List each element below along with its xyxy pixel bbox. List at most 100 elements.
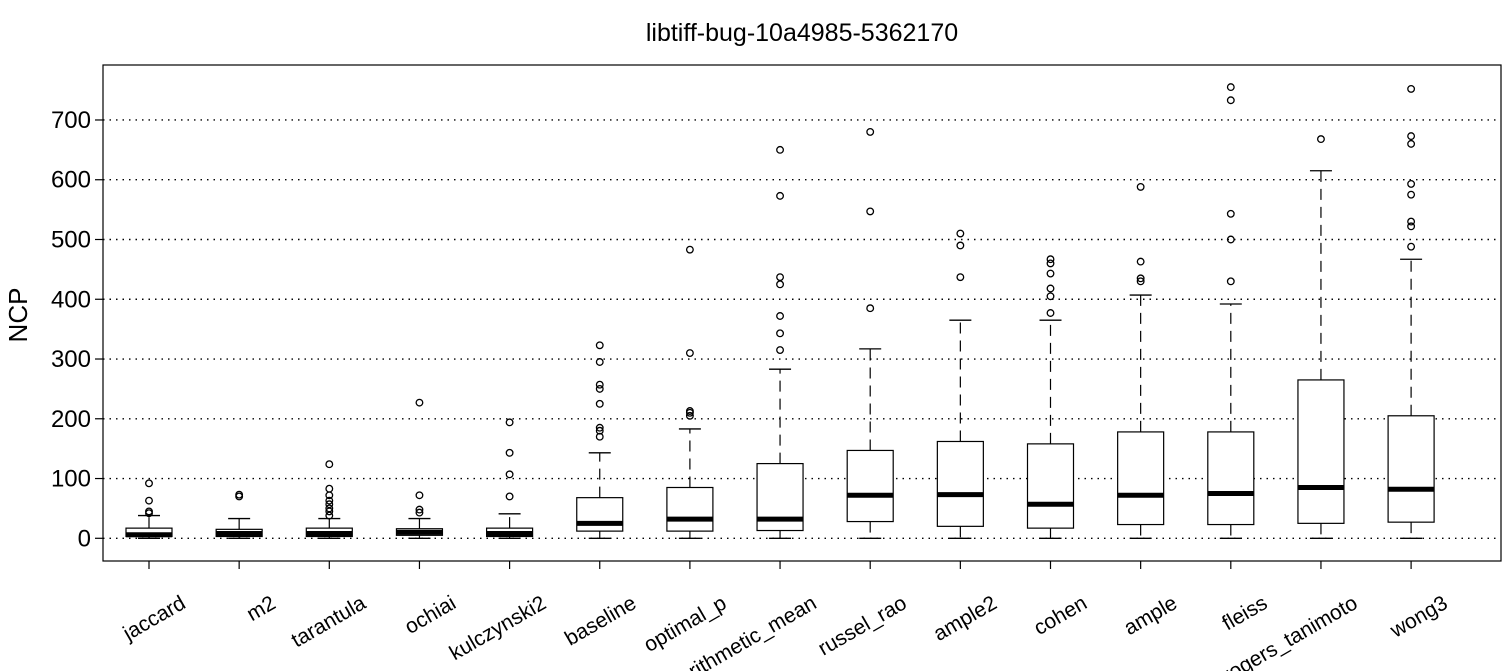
x-tick-label-ample2: ample2 <box>930 591 1001 645</box>
iqr-box <box>1207 431 1255 526</box>
box-russel_rao <box>846 127 894 539</box>
plot-frame <box>102 64 1502 562</box>
x-tick-label-ample: ample <box>1120 591 1181 640</box>
box-m2 <box>215 490 263 539</box>
outlier-point <box>1136 274 1145 283</box>
x-tick-label-m2: m2 <box>243 591 280 626</box>
y-tick-label: 300 <box>51 346 91 373</box>
outlier-point <box>685 245 694 254</box>
outlier-point <box>776 329 784 338</box>
outlier-point <box>145 507 153 516</box>
outlier-point <box>595 380 604 389</box>
gridlines <box>103 119 1501 539</box>
outlier-point <box>595 358 604 366</box>
outlier-point <box>325 460 334 469</box>
x-tick-label-tarantula: tarantula <box>288 591 371 652</box>
box-optimal_p <box>666 245 714 539</box>
outlier-point <box>685 349 694 357</box>
outlier-point <box>415 505 424 514</box>
outlier-point <box>595 423 604 432</box>
outlier-point <box>1136 277 1145 286</box>
iqr-box <box>1297 379 1345 524</box>
outlier-point <box>776 280 784 289</box>
outlier-point <box>415 491 424 500</box>
outlier-point <box>145 479 153 488</box>
x-tick-label-cohen: cohen <box>1030 591 1091 640</box>
box-ample2 <box>936 229 984 539</box>
outlier-point <box>415 508 424 517</box>
outlier-point <box>1046 292 1055 301</box>
outlier-point <box>1407 190 1416 199</box>
outlier-point <box>595 384 604 393</box>
y-axis-ticks: 0 100 200 300 400 500 600 700 <box>51 107 103 552</box>
boxes-layer <box>125 83 1435 539</box>
y-tick-label: 700 <box>51 107 91 134</box>
outlier-point <box>325 500 334 509</box>
x-tick-label-baseline: baseline <box>561 591 640 650</box>
outlier-point <box>505 448 514 457</box>
outlier-point <box>956 273 965 282</box>
outlier-point <box>776 346 784 355</box>
chart-title: libtiff-bug-10a4985-5362170 <box>646 19 958 47</box>
outlier-point <box>776 191 784 200</box>
outlier-point <box>866 304 875 313</box>
outlier-point <box>1226 96 1235 105</box>
outlier-point <box>866 207 875 216</box>
outlier-point <box>1407 179 1416 188</box>
box-jaccard <box>125 479 173 539</box>
outlier-point <box>1226 209 1235 218</box>
box-fleiss <box>1207 83 1255 539</box>
outlier-point <box>1407 132 1416 141</box>
x-tick-label-fleiss: fleiss <box>1218 591 1271 635</box>
outlier-point <box>1226 83 1235 92</box>
outlier-point <box>1407 217 1416 226</box>
x-tick-label-jaccard: jaccard <box>119 591 190 645</box>
box-arithmetic_mean <box>756 145 804 539</box>
outlier-point <box>866 127 875 136</box>
y-tick-label: 200 <box>51 406 91 433</box>
y-tick-label: 500 <box>51 226 91 253</box>
y-tick-label: 600 <box>51 167 91 194</box>
outlier-point <box>1316 135 1325 144</box>
box-tarantula <box>305 460 353 539</box>
outlier-point <box>325 496 334 505</box>
x-tick-label-russel_rao: russel_rao <box>814 591 910 660</box>
outlier-point <box>1136 182 1145 191</box>
outlier-point <box>415 398 424 407</box>
outlier-point <box>776 145 784 154</box>
outlier-point <box>776 312 784 320</box>
y-axis-label: NCP <box>3 288 33 343</box>
outlier-point <box>1407 222 1416 231</box>
iqr-box <box>1387 415 1435 523</box>
x-tick-label-kulczynski2: kulczynski2 <box>446 591 550 665</box>
outlier-point <box>1407 84 1416 93</box>
x-tick-label-ochiai: ochiai <box>401 591 460 638</box>
box-kulczynski2 <box>486 418 534 539</box>
box-ochiai <box>395 398 444 539</box>
outlier-point <box>595 341 604 350</box>
outlier-point <box>685 407 694 415</box>
outlier-point <box>956 241 965 250</box>
outlier-point <box>1046 269 1055 278</box>
outlier-point <box>325 484 334 493</box>
iqr-box <box>846 449 894 523</box>
outlier-point <box>505 418 514 427</box>
box-ample <box>1117 182 1165 539</box>
iqr-box <box>936 440 984 527</box>
outlier-point <box>1046 309 1055 317</box>
outlier-point <box>1407 242 1416 251</box>
box-cohen <box>1026 255 1075 539</box>
box-baseline <box>576 341 624 539</box>
outlier-point <box>505 470 514 479</box>
y-tick-label: 0 <box>78 525 91 552</box>
y-tick-label: 100 <box>51 466 91 493</box>
outlier-point <box>325 504 334 513</box>
outlier-point <box>1136 257 1145 266</box>
outlier-point <box>1226 277 1235 286</box>
iqr-box <box>576 497 624 532</box>
outlier-point <box>776 273 784 282</box>
outlier-point <box>685 411 694 420</box>
outlier-point <box>505 492 514 501</box>
